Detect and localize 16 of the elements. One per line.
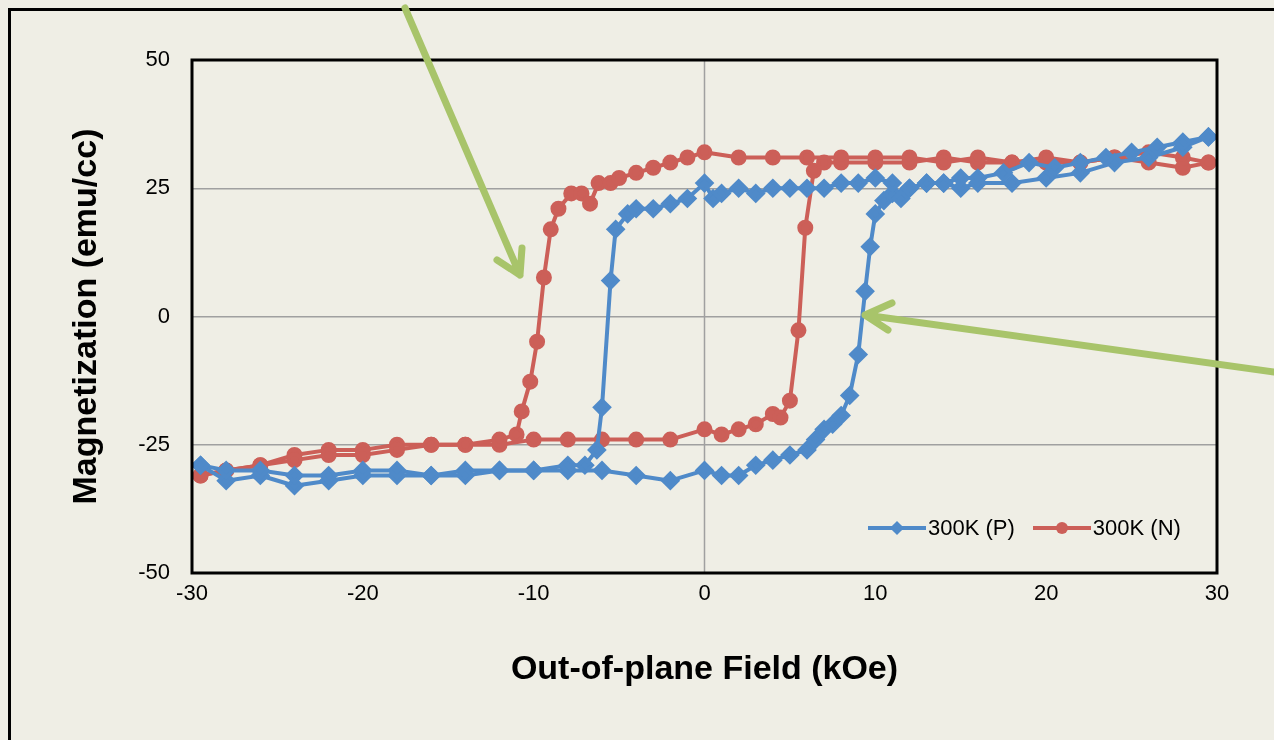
y-axis-title: Magnetization (emu/cc) xyxy=(64,128,103,505)
x-tick-label: -10 xyxy=(517,580,550,606)
y-tick-label: 0 xyxy=(157,302,170,328)
legend-label: 300K (P) xyxy=(928,515,1015,541)
x-tick-label: 0 xyxy=(698,580,711,606)
x-tick-label: -30 xyxy=(176,580,208,606)
x-tick-label: 10 xyxy=(863,580,888,606)
x-axis-title: Out-of-plane Field (kOe) xyxy=(510,647,899,686)
x-tick-label: 20 xyxy=(1033,580,1059,606)
y-tick-label: 25 xyxy=(145,174,170,200)
y-tick-label: -25 xyxy=(138,430,170,456)
y-tick-label: -50 xyxy=(138,559,170,585)
x-tick-label: 30 xyxy=(1204,580,1230,606)
legend-label: 300K (N) xyxy=(1092,515,1181,541)
y-tick-label: 50 xyxy=(145,46,170,72)
x-tick-label: -20 xyxy=(346,580,379,606)
